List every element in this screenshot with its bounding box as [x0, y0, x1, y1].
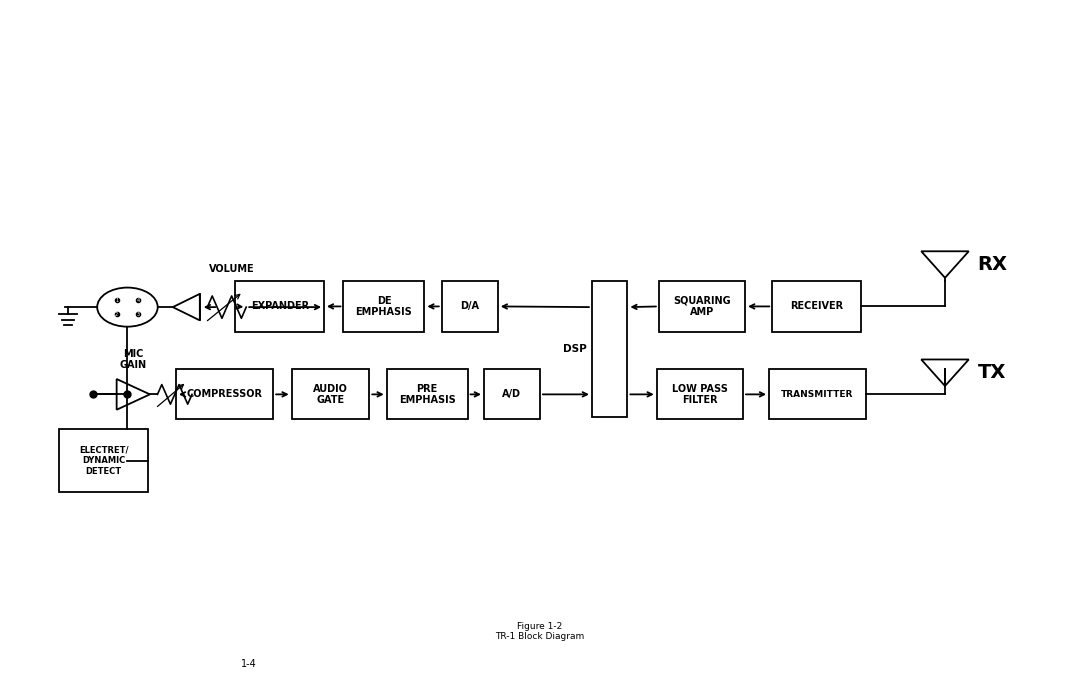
Text: VOLUME: VOLUME [210, 264, 255, 274]
Text: 1-4: 1-4 [241, 660, 256, 669]
FancyBboxPatch shape [657, 369, 743, 419]
Text: SQUARING
AMP: SQUARING AMP [673, 296, 731, 317]
Text: Figure 1-2
TR-1 Block Diagram: Figure 1-2 TR-1 Block Diagram [496, 622, 584, 641]
Text: AUDIO
GATE: AUDIO GATE [313, 384, 348, 405]
FancyBboxPatch shape [292, 369, 369, 419]
FancyBboxPatch shape [659, 281, 745, 332]
Text: LOW PASS
FILTER: LOW PASS FILTER [672, 384, 728, 405]
Text: 2: 2 [116, 311, 118, 317]
Text: D/A: D/A [460, 302, 480, 311]
FancyBboxPatch shape [387, 369, 468, 419]
Text: A/D: A/D [502, 389, 522, 399]
FancyBboxPatch shape [769, 369, 866, 419]
Text: 1: 1 [116, 297, 118, 303]
Text: TRANSMITTER: TRANSMITTER [781, 390, 854, 399]
FancyBboxPatch shape [442, 281, 498, 332]
Text: 4: 4 [137, 297, 139, 303]
Text: PRE
EMPHASIS: PRE EMPHASIS [399, 384, 456, 405]
Text: COMPRESSOR: COMPRESSOR [187, 389, 262, 399]
Text: EXPANDER: EXPANDER [251, 302, 309, 311]
FancyBboxPatch shape [772, 281, 861, 332]
FancyBboxPatch shape [484, 369, 540, 419]
Text: MIC
GAIN: MIC GAIN [120, 349, 147, 370]
FancyBboxPatch shape [343, 281, 424, 332]
Text: RECEIVER: RECEIVER [789, 302, 843, 311]
Text: TX: TX [977, 363, 1005, 383]
Text: ELECTRET/
DYNAMIC
DETECT: ELECTRET/ DYNAMIC DETECT [79, 446, 129, 475]
Text: RX: RX [977, 255, 1008, 274]
Text: DSP: DSP [563, 344, 586, 355]
FancyBboxPatch shape [176, 369, 273, 419]
FancyBboxPatch shape [592, 281, 627, 417]
Text: DE
EMPHASIS: DE EMPHASIS [355, 296, 413, 317]
FancyBboxPatch shape [59, 429, 148, 492]
Text: 3: 3 [137, 311, 139, 317]
FancyBboxPatch shape [235, 281, 324, 332]
